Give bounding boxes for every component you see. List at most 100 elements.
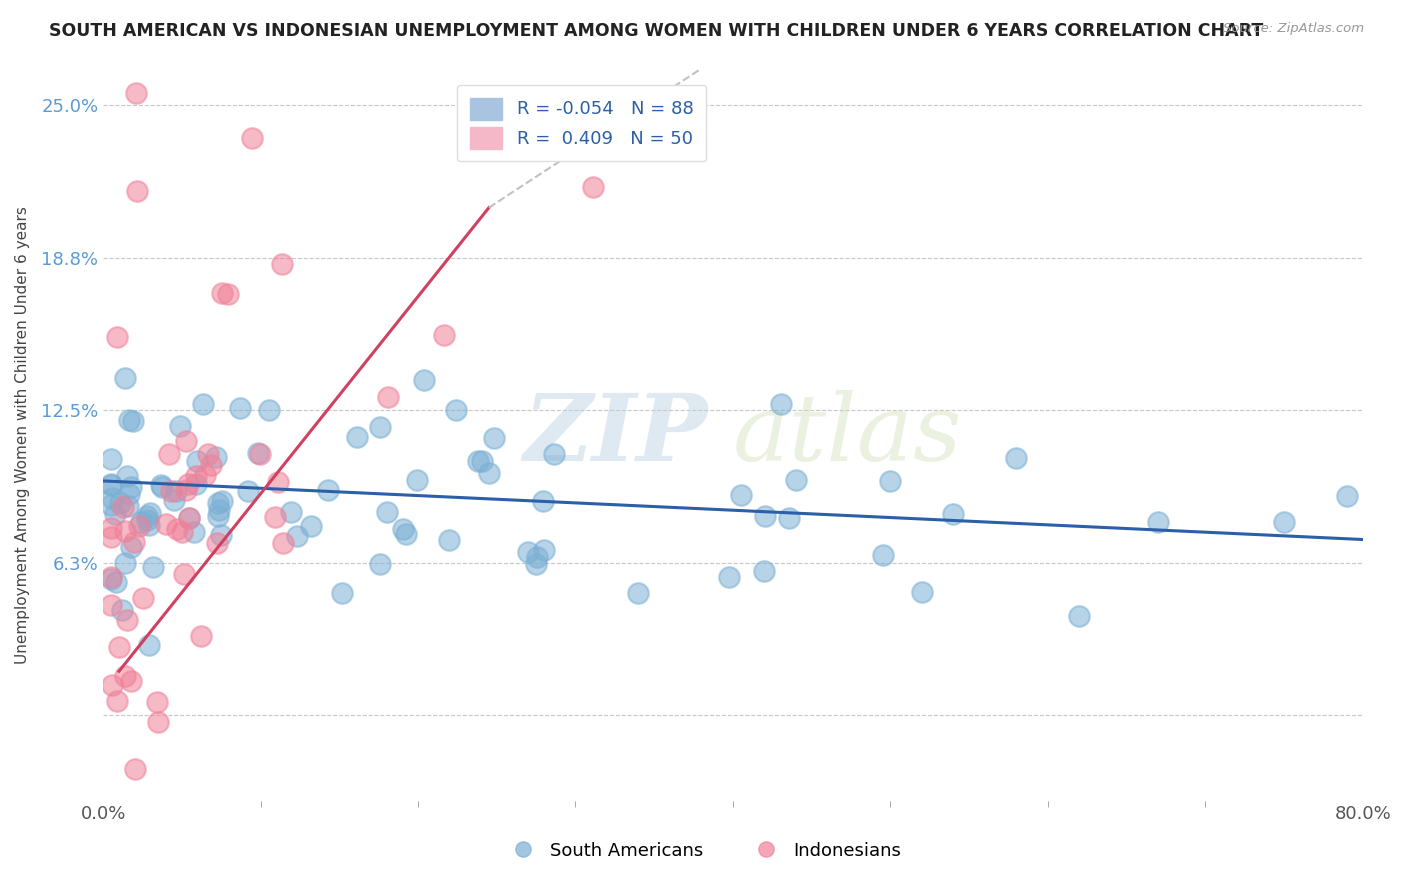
Point [482, 432, 505, 446]
Point [531, 494, 554, 508]
Point [346, 430, 368, 444]
Point [627, 586, 650, 600]
Point [114, 524, 136, 538]
Point [271, 257, 294, 271]
Point [100, 677, 122, 691]
Point [100, 498, 122, 512]
Point [128, 518, 150, 533]
Point [446, 403, 468, 417]
Point [778, 511, 800, 525]
Point [108, 640, 131, 654]
Point [100, 570, 122, 584]
Point [588, 92, 610, 106]
Point [471, 454, 494, 468]
Point [176, 476, 198, 491]
Point [176, 434, 198, 449]
Point [1147, 516, 1170, 530]
Point [316, 483, 339, 497]
Point [105, 330, 128, 344]
Point [754, 564, 776, 578]
Point [377, 390, 399, 404]
Point [177, 511, 200, 525]
Point [149, 478, 172, 492]
Point [142, 560, 165, 574]
Point [155, 516, 177, 531]
Point [211, 286, 233, 301]
Point [125, 184, 148, 198]
Point [100, 478, 122, 492]
Point [105, 694, 128, 708]
Point [117, 613, 139, 627]
Point [437, 533, 460, 547]
Point [100, 529, 122, 543]
Point [135, 508, 157, 523]
Point [208, 503, 231, 517]
Point [174, 483, 197, 498]
Text: atlas: atlas [733, 390, 963, 480]
Legend: R = -0.054   N = 88, R =  0.409   N = 50: R = -0.054 N = 88, R = 0.409 N = 50 [457, 85, 706, 161]
Point [120, 674, 142, 689]
Point [111, 603, 134, 617]
Point [392, 522, 415, 536]
Point [160, 483, 183, 498]
Point [184, 476, 207, 491]
Point [471, 135, 494, 149]
Point [124, 762, 146, 776]
Point [217, 287, 239, 301]
Point [467, 454, 489, 468]
Point [179, 511, 201, 525]
Point [332, 586, 354, 600]
Point [163, 493, 186, 508]
Point [207, 536, 229, 550]
Point [169, 418, 191, 433]
Point [197, 447, 219, 461]
Point [526, 549, 548, 564]
Point [478, 467, 501, 481]
Point [125, 86, 148, 100]
Point [524, 557, 547, 571]
Y-axis label: Unemployment Among Women with Children Under 6 years: Unemployment Among Women with Children U… [15, 206, 30, 664]
Text: SOUTH AMERICAN VS INDONESIAN UNEMPLOYMENT AMONG WOMEN WITH CHILDREN UNDER 6 YEAR: SOUTH AMERICAN VS INDONESIAN UNEMPLOYMEN… [49, 22, 1264, 40]
Point [170, 524, 193, 539]
Point [406, 473, 429, 487]
Point [200, 458, 222, 472]
Point [139, 506, 162, 520]
Point [785, 473, 807, 487]
Point [433, 328, 456, 343]
Point [165, 483, 187, 498]
Point [114, 371, 136, 385]
Point [100, 476, 122, 491]
Point [100, 452, 122, 467]
Point [115, 469, 138, 483]
Point [872, 548, 894, 562]
Point [100, 521, 122, 535]
Point [299, 519, 322, 533]
Point [173, 567, 195, 582]
Point [183, 525, 205, 540]
Point [194, 467, 217, 482]
Point [394, 527, 416, 541]
Point [104, 507, 127, 521]
Point [114, 669, 136, 683]
Point [135, 513, 157, 527]
Point [108, 496, 131, 510]
Point [229, 401, 252, 415]
Point [120, 480, 142, 494]
Point [1005, 451, 1028, 466]
Point [370, 557, 392, 571]
Point [157, 447, 180, 461]
Point [247, 446, 270, 460]
Point [257, 403, 280, 417]
Point [131, 591, 153, 606]
Point [100, 491, 122, 505]
Point [717, 570, 740, 584]
Point [249, 447, 271, 461]
Point [211, 494, 233, 508]
Point [145, 694, 167, 708]
Point [375, 505, 398, 519]
Point [240, 131, 263, 145]
Point [122, 414, 145, 428]
Point [209, 527, 232, 541]
Point [118, 487, 141, 501]
Legend: South Americans, Indonesians: South Americans, Indonesians [498, 835, 908, 867]
